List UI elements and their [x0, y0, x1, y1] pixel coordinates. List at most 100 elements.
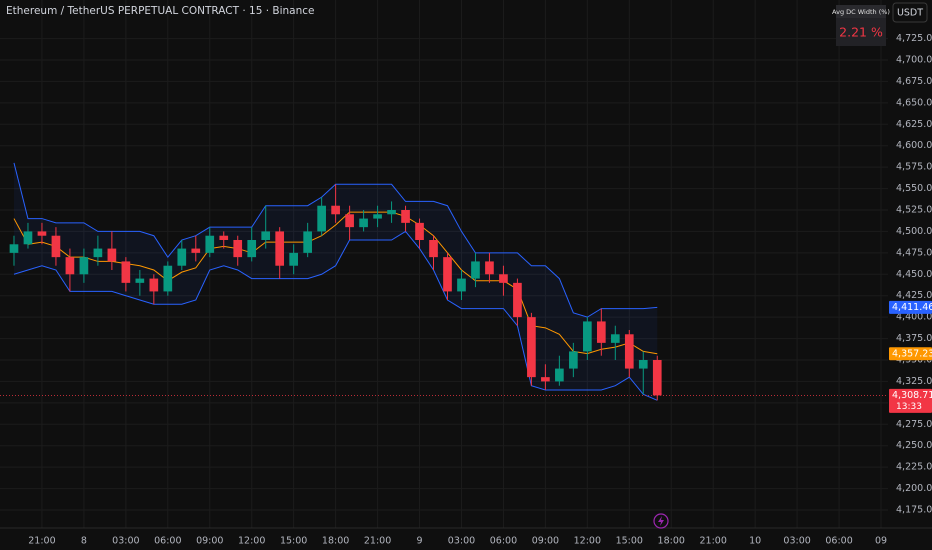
y-tick-label: 4,600.00 — [896, 140, 932, 151]
x-tick-label: 06:00 — [490, 536, 517, 547]
indicator-header — [836, 5, 886, 18]
candle-body — [79, 257, 89, 275]
x-tick-label: 06:00 — [825, 536, 852, 547]
y-tick-label: 4,250.00 — [896, 440, 932, 451]
candle-body — [373, 214, 382, 219]
candle-body — [233, 240, 243, 258]
candle-body — [541, 377, 550, 382]
candle-body — [429, 240, 438, 258]
indicator-label: Avg DC Width (%) — [832, 8, 890, 16]
last-price-label: 4,308.71 — [892, 390, 932, 401]
candle-body — [121, 261, 131, 283]
candle-body — [149, 278, 159, 292]
y-tick-label: 4,325.00 — [896, 376, 932, 387]
candle-body — [191, 248, 201, 253]
candle-body — [275, 231, 285, 266]
x-tick-label: 06:00 — [154, 536, 181, 547]
candle-body — [317, 205, 326, 232]
y-tick-label: 4,525.00 — [896, 205, 932, 216]
candle-body — [331, 205, 340, 215]
candle-body — [596, 321, 606, 343]
x-tick-label: 09 — [875, 536, 887, 547]
y-tick-label: 4,400.00 — [896, 312, 932, 323]
candle-body — [107, 248, 117, 262]
x-tick-label: 03:00 — [112, 536, 139, 547]
candle-body — [513, 282, 522, 318]
candle-body — [65, 257, 75, 275]
candle-body — [345, 214, 354, 228]
plot-area — [0, 162, 888, 401]
candle-body — [303, 231, 312, 253]
channel-line — [13, 211, 658, 355]
x-tick-label: 18:00 — [322, 536, 349, 547]
candle-body — [219, 235, 229, 240]
x-tick-label: 09:00 — [532, 536, 559, 547]
channel-line — [13, 230, 658, 401]
candle-body — [387, 210, 396, 215]
axes: 4,175.00 4,200.00 4,225.00 4,250.00 4,275.00… — [0, 33, 932, 547]
candle-body — [359, 218, 368, 228]
x-tick-label: 12:00 — [238, 536, 265, 547]
countdown: 13:33 — [896, 402, 922, 412]
x-tick-label: 18:00 — [658, 536, 685, 547]
x-tick-label: 09:00 — [196, 536, 223, 547]
candle-body — [37, 231, 47, 236]
overlay-price-label-box — [889, 300, 932, 314]
y-tick-label: 4,425.00 — [896, 290, 932, 301]
x-tick-label: 21:00 — [700, 536, 727, 547]
candle-body — [51, 235, 61, 258]
y-tick-label: 4,450.00 — [896, 269, 932, 280]
currency-button[interactable] — [892, 2, 928, 23]
y-tick-label: 4,225.00 — [896, 462, 932, 473]
overlay-price-label-box — [889, 347, 932, 361]
indicator-value: 2.21 % — [839, 25, 883, 40]
x-tick-label: 03:00 — [448, 536, 475, 547]
candle-body — [471, 261, 480, 279]
y-tick-label: 4,200.00 — [896, 483, 932, 494]
candle-body — [247, 240, 257, 258]
x-tick-label: 10 — [749, 536, 761, 547]
candle-body — [527, 317, 536, 378]
x-tick-label: 15:00 — [616, 536, 643, 547]
grid — [0, 0, 888, 528]
candle-body — [23, 231, 33, 245]
y-tick-label: 4,700.00 — [896, 55, 932, 66]
candle-body — [205, 235, 215, 253]
x-tick-label: 8 — [81, 536, 87, 547]
y-tick-label: 4,275.00 — [896, 419, 932, 430]
candle-body — [163, 265, 173, 292]
candle-body — [624, 334, 634, 369]
candle-body — [443, 257, 452, 292]
candle-body — [555, 368, 564, 382]
currency-label: USDT — [897, 8, 923, 19]
candle-body — [499, 274, 508, 283]
candle-body — [485, 261, 494, 275]
y-tick-label: 4,625.00 — [896, 119, 932, 130]
event-icon[interactable] — [653, 513, 669, 529]
event-bolt — [658, 516, 664, 526]
x-tick-label: 21:00 — [28, 536, 55, 547]
overlay-price-label: 4,357.23 — [892, 348, 932, 359]
x-tick-label: 15:00 — [280, 536, 307, 547]
y-tick-label: 4,650.00 — [896, 97, 932, 108]
chart-title: Ethereum / TetherUS PERPETUAL CONTRACT ·… — [6, 5, 315, 17]
candle-body — [135, 278, 145, 283]
x-tick-label: 12:00 — [574, 536, 601, 547]
indicator-cell — [836, 18, 886, 46]
candle-body — [610, 334, 620, 343]
x-tick-label: 03:00 — [783, 536, 810, 547]
y-tick-label: 4,725.00 — [896, 33, 932, 44]
candle-body — [652, 360, 662, 396]
candle-body — [401, 210, 410, 223]
y-tick-label: 4,475.00 — [896, 247, 932, 258]
candle-body — [261, 231, 271, 240]
candle-body — [93, 248, 103, 258]
candle-body — [177, 248, 187, 266]
candle-body — [569, 351, 578, 369]
y-tick-label: 4,575.00 — [896, 162, 932, 173]
y-tick-label: 4,550.00 — [896, 183, 932, 194]
x-tick-label: 21:00 — [364, 536, 391, 547]
